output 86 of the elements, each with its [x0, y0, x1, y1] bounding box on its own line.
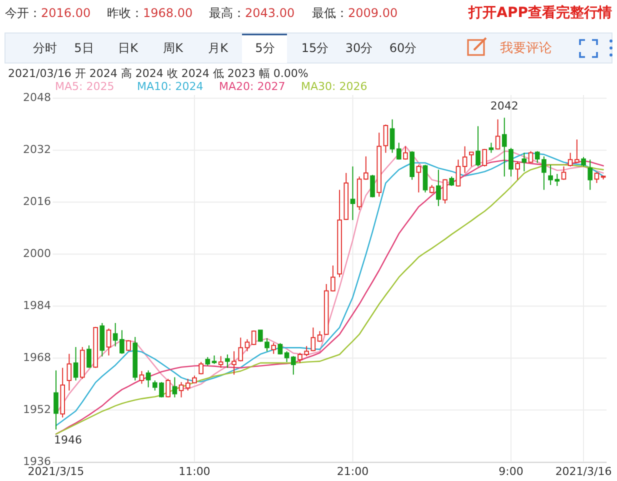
- text: 30分: [345, 41, 373, 55]
- text: MA5: 2025: [55, 80, 114, 93]
- candlestick: [502, 117, 507, 178]
- text: 最低：2009.00: [312, 6, 398, 20]
- y-tick-label: 2032: [23, 143, 51, 156]
- candlestick: [66, 353, 72, 392]
- text: 5日: [74, 41, 94, 55]
- candlestick: [86, 344, 92, 368]
- candlestick: [482, 148, 488, 167]
- candlestick: [146, 370, 151, 388]
- candlestick: [172, 376, 178, 398]
- candlestick: [449, 176, 454, 186]
- candlestick: [198, 361, 204, 375]
- annotation: 2042: [490, 100, 518, 113]
- candlestick: [508, 147, 514, 178]
- candlestick: [476, 126, 480, 167]
- text: 周K: [163, 41, 184, 55]
- candlestick: [416, 164, 422, 193]
- candlestick: [258, 330, 263, 342]
- candlestick: [515, 160, 520, 180]
- candlestick: [290, 356, 296, 376]
- text: 15分: [301, 41, 329, 55]
- x-tick-label: 2021/3/16: [555, 465, 612, 478]
- candlestick: [581, 156, 586, 167]
- text: 昨收：1968.00: [107, 6, 193, 20]
- candlestick: [218, 356, 224, 368]
- text: 月K: [208, 41, 230, 55]
- y-tick-label: 2048: [23, 91, 51, 104]
- y-tick-label: 2016: [23, 195, 51, 208]
- candlestick: [456, 159, 461, 188]
- text: 60分: [389, 41, 417, 55]
- text: 打开APP查看完整行情: [468, 4, 612, 21]
- candlestick: [390, 118, 395, 154]
- candlestick: [166, 378, 171, 398]
- candlestick: [284, 350, 290, 362]
- x-tick-label: 21:00: [336, 465, 369, 478]
- text: 最高：2043.00: [209, 6, 295, 20]
- candlestick: [462, 146, 468, 174]
- candlestick: [574, 138, 580, 164]
- candlestick: [310, 327, 316, 352]
- annotation: 1946: [54, 434, 82, 447]
- candlestick: [232, 350, 236, 376]
- candlestick: [383, 124, 388, 154]
- candlestick: [396, 142, 402, 160]
- candlestick: [588, 159, 593, 190]
- candlestick: [126, 340, 131, 352]
- candlestick: [568, 152, 573, 167]
- text: MA30: 2026: [301, 80, 368, 93]
- candlestick: [178, 382, 184, 398]
- candlestick: [139, 370, 144, 384]
- text: 分时: [33, 41, 57, 55]
- candlestick: [73, 346, 78, 381]
- text: MA20: 2027: [219, 80, 286, 93]
- candlestick: [370, 174, 375, 198]
- candlestick: [522, 152, 527, 172]
- candlestick: [54, 370, 58, 430]
- candlestick: [244, 338, 250, 352]
- candlestick: [442, 178, 448, 204]
- candlestick: [528, 150, 534, 164]
- y-tick-label: 1952: [23, 403, 51, 416]
- candlestick: [364, 156, 368, 180]
- candlestick: [225, 354, 230, 368]
- candlestick: [264, 338, 270, 352]
- candlestick: [106, 328, 112, 356]
- candlestick: [495, 118, 500, 150]
- y-tick-label: 1968: [23, 351, 51, 364]
- y-tick-label: 1984: [23, 299, 51, 312]
- text: 今开：2016.00: [5, 6, 91, 20]
- candlestick: [350, 166, 356, 221]
- candlestick: [469, 152, 474, 167]
- candlestick: [561, 166, 566, 180]
- x-tick-label: 9:00: [498, 465, 524, 478]
- candlestick: [238, 337, 244, 362]
- y-tick-label: 2000: [23, 247, 51, 260]
- candlestick: [403, 146, 408, 160]
- text: 日K: [118, 41, 140, 55]
- text: 我要评论: [500, 41, 552, 56]
- candlestick: [271, 342, 276, 354]
- x-tick-label: 11:00: [178, 465, 210, 478]
- candlestick: [488, 142, 494, 154]
- candlestick: [317, 330, 322, 342]
- text: 5分: [255, 41, 275, 55]
- text: MA10: 2024: [137, 80, 204, 93]
- candlestick: [594, 172, 600, 184]
- candlestick: [436, 169, 441, 207]
- text: 2021/03/16 开 2024 高 2024 收 2024 低 2023 幅 0.00%: [8, 67, 308, 80]
